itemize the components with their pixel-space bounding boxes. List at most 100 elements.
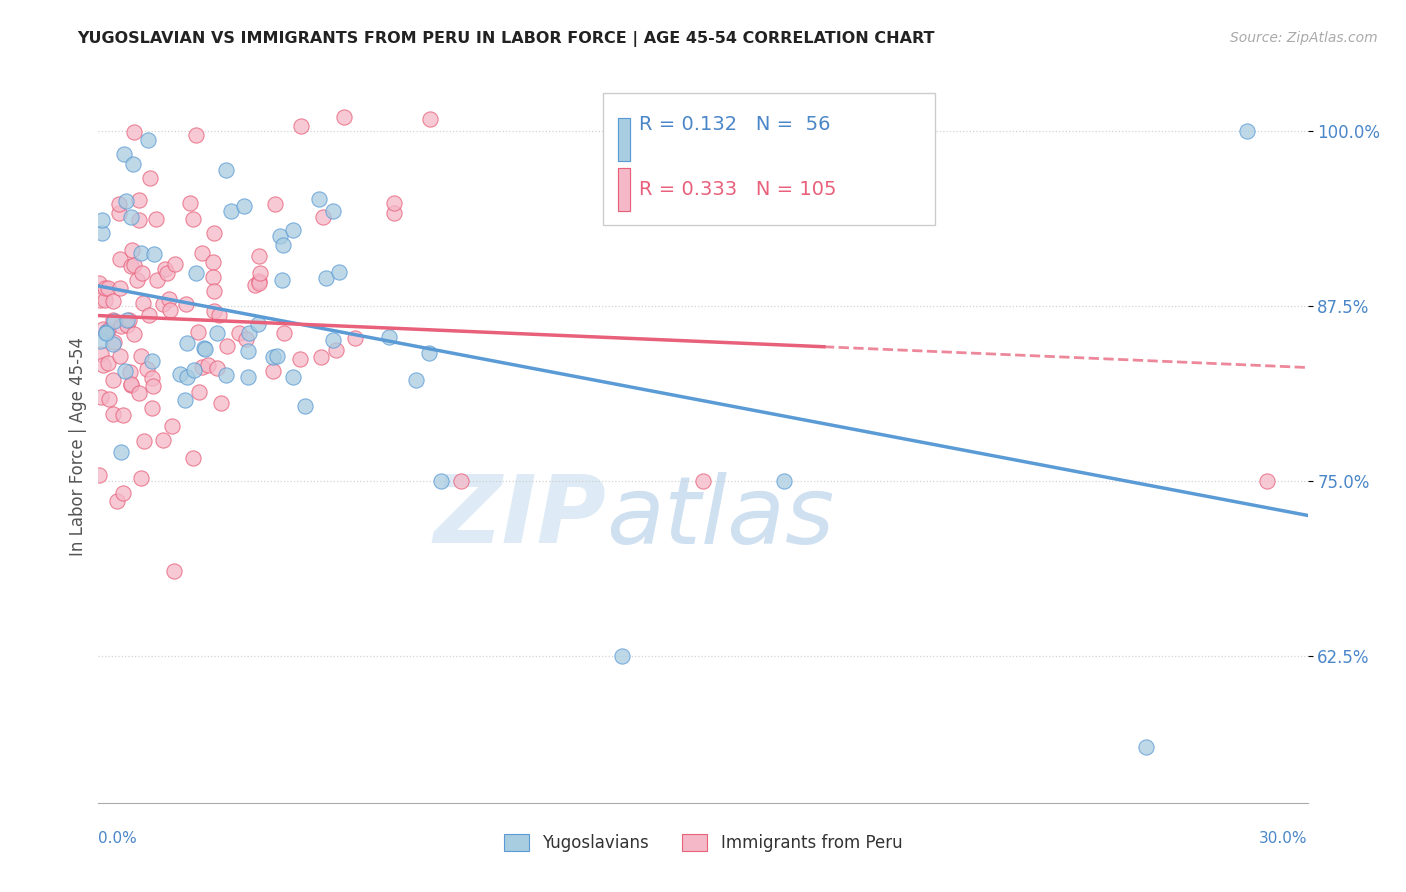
Point [89, 293, 111, 307]
Point [138, 133, 160, 147]
Point [692, 474, 714, 488]
Point [236, 343, 259, 358]
FancyBboxPatch shape [619, 118, 630, 161]
Point [128, 386, 150, 401]
Point [128, 194, 150, 208]
Point [215, 163, 238, 178]
Point [181, 450, 204, 465]
Point [235, 332, 257, 346]
Point [283, 370, 305, 384]
Point [91, 226, 114, 240]
Point [101, 313, 124, 327]
Point [450, 474, 472, 488]
Point [247, 249, 270, 263]
Point [243, 277, 266, 292]
Point [134, 434, 156, 449]
Point [103, 334, 125, 349]
Point [105, 493, 128, 508]
Point [271, 238, 294, 252]
Point [219, 204, 242, 219]
Point [121, 243, 143, 257]
Point [112, 146, 135, 161]
FancyBboxPatch shape [619, 168, 630, 211]
Point [89, 334, 111, 348]
Point [174, 392, 197, 407]
Point [120, 260, 142, 274]
Point [97, 281, 120, 295]
Point [139, 171, 162, 186]
Point [263, 197, 285, 211]
Point [120, 378, 142, 392]
Point [122, 258, 145, 272]
Point [135, 361, 157, 376]
Point [246, 317, 269, 331]
Point [174, 297, 197, 311]
Text: R = 0.333   N = 105: R = 0.333 N = 105 [638, 179, 837, 199]
Point [418, 345, 440, 359]
Text: Source: ZipAtlas.com: Source: ZipAtlas.com [1230, 31, 1378, 45]
Point [202, 304, 225, 318]
Point [262, 350, 284, 364]
Point [1135, 739, 1157, 754]
Point [87, 467, 110, 482]
Point [315, 270, 337, 285]
Point [108, 281, 131, 295]
Point [179, 195, 201, 210]
Point [141, 354, 163, 368]
Point [382, 196, 405, 211]
Text: ZIP: ZIP [433, 471, 606, 564]
Text: atlas: atlas [606, 472, 835, 563]
Point [142, 379, 165, 393]
Point [328, 265, 350, 279]
Point [236, 370, 259, 384]
Point [183, 212, 205, 227]
Point [249, 277, 271, 291]
Point [202, 226, 225, 240]
Point [288, 352, 311, 367]
Point [115, 312, 138, 326]
Point [193, 341, 215, 355]
Point [114, 363, 136, 377]
Point [94, 325, 117, 339]
Point [205, 360, 228, 375]
Point [169, 367, 191, 381]
Point [145, 211, 167, 226]
Point [281, 223, 304, 237]
Point [103, 407, 125, 421]
Text: YUGOSLAVIAN VS IMMIGRANTS FROM PERU IN LABOR FORCE | AGE 45-54 CORRELATION CHART: YUGOSLAVIAN VS IMMIGRANTS FROM PERU IN L… [77, 31, 935, 47]
Point [91, 359, 114, 373]
Point [118, 313, 141, 327]
Point [115, 194, 138, 209]
Legend: Yugoslavians, Immigrants from Peru: Yugoslavians, Immigrants from Peru [498, 827, 908, 859]
Point [325, 343, 347, 357]
Point [430, 474, 453, 488]
Point [191, 359, 214, 374]
Point [194, 342, 217, 356]
Point [101, 337, 124, 351]
Point [271, 273, 294, 287]
Point [377, 329, 399, 343]
Point [290, 119, 312, 133]
Point [103, 294, 125, 309]
Point [262, 364, 284, 378]
Point [129, 246, 152, 260]
Point [159, 302, 181, 317]
Point [1236, 124, 1258, 138]
Point [163, 257, 186, 271]
Point [101, 373, 124, 387]
Point [91, 322, 114, 336]
Point [205, 326, 228, 341]
Point [131, 349, 153, 363]
Point [215, 368, 238, 382]
Point [308, 192, 330, 206]
Point [322, 203, 344, 218]
Point [183, 363, 205, 377]
Text: 30.0%: 30.0% [1260, 831, 1308, 847]
Point [132, 295, 155, 310]
Point [188, 385, 211, 400]
Point [90, 347, 112, 361]
Point [266, 349, 288, 363]
Point [176, 370, 198, 384]
Point [187, 326, 209, 340]
Point [103, 314, 125, 328]
